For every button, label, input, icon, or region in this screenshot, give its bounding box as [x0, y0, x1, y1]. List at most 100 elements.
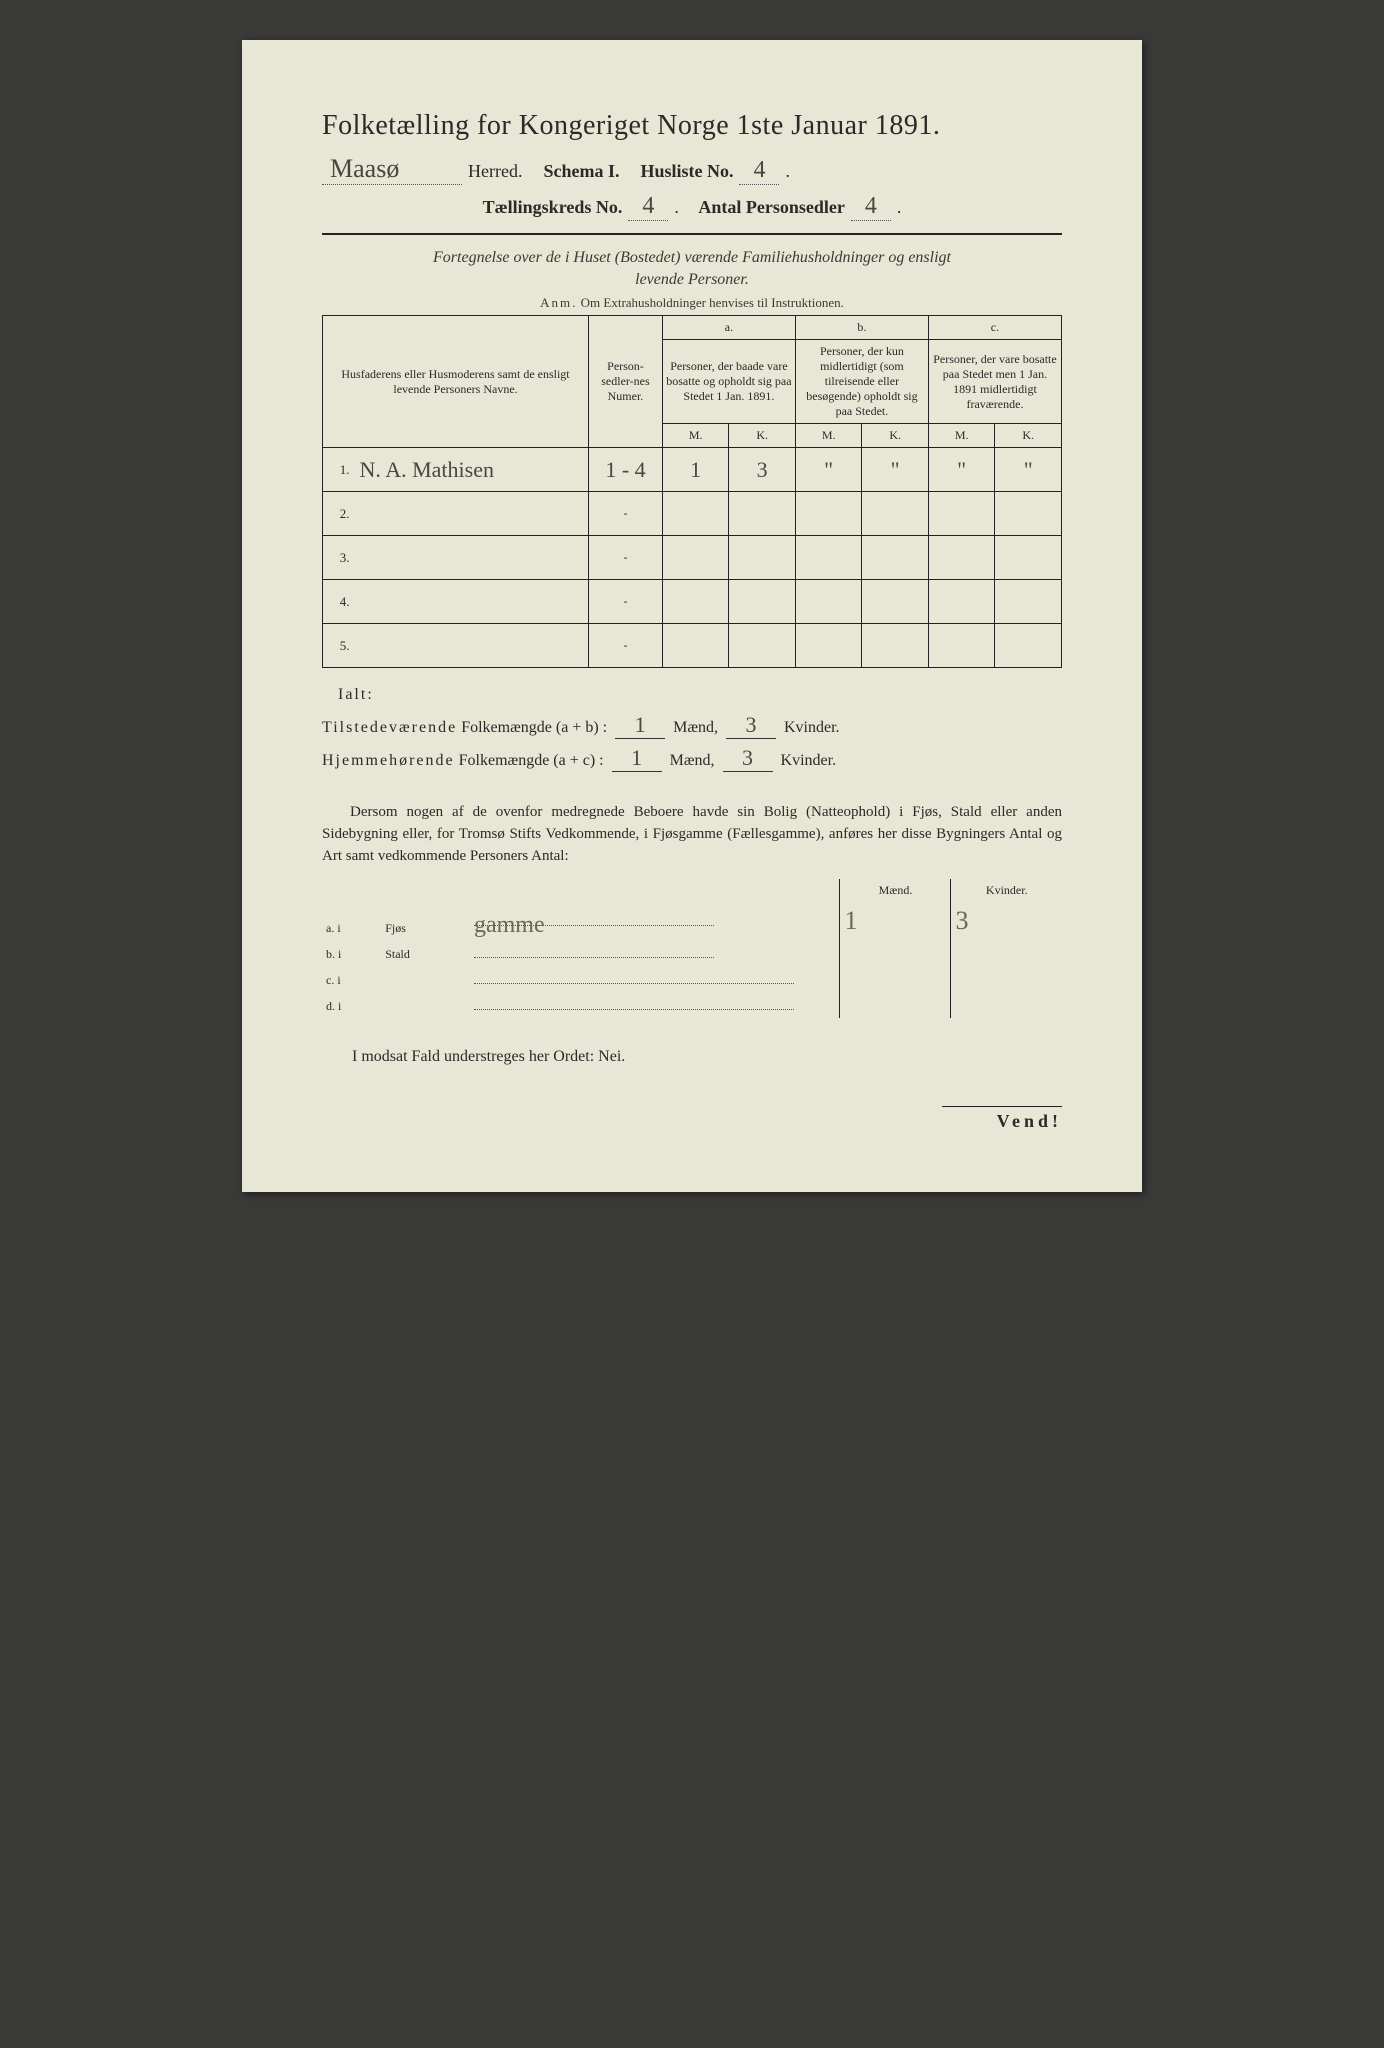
table-body: 1. N. A. Mathisen 1 - 4 1 3 " " " " 2. -	[323, 448, 1062, 668]
lower-row: d. i	[322, 992, 1062, 1018]
row-a-k: 3	[729, 448, 796, 492]
lower-kvinder-header: Kvinder.	[951, 879, 1062, 902]
antal-label: Antal Personsedler	[698, 197, 844, 218]
kvinder-label: Kvinder.	[784, 719, 840, 737]
lower-k	[951, 966, 1062, 992]
herred-label: Herred.	[468, 161, 522, 182]
lower-label: a. i	[322, 902, 381, 940]
tilstede-k: 3	[726, 712, 776, 739]
b-m: M.	[795, 424, 862, 448]
row-name	[356, 624, 589, 668]
table-head: Husfaderens eller Husmoderens samt de en…	[323, 316, 1062, 448]
col-c-label: c.	[928, 316, 1061, 340]
b-k: K.	[862, 424, 929, 448]
subheader-line2: levende Personer.	[322, 271, 1062, 289]
folk-label: Folkemængde	[461, 719, 552, 737]
row-num: 2.	[323, 492, 356, 536]
anm-text: Om Extrahusholdninger henvises til Instr…	[581, 295, 844, 310]
table-row: 4. -	[323, 580, 1062, 624]
row-a-m	[662, 624, 729, 668]
c-k: K.	[995, 424, 1062, 448]
subheader-line1: Fortegnelse over de i Huset (Bostedet) v…	[322, 249, 1062, 267]
row-c-k	[995, 536, 1062, 580]
lower-row: c. i	[322, 966, 1062, 992]
row-b-k	[862, 624, 929, 668]
ab-label: (a + b) :	[556, 719, 607, 737]
lower-k	[951, 992, 1062, 1018]
row-name: N. A. Mathisen	[356, 448, 589, 492]
husliste-no: 4	[739, 157, 779, 185]
row-a-m	[662, 536, 729, 580]
row-numer: -	[589, 492, 663, 536]
header-line-2: Tællingskreds No. 4. Antal Personsedler …	[322, 193, 1062, 221]
lower-k: 3	[951, 902, 1062, 940]
col-b-text: Personer, der kun midlertidigt (som tilr…	[795, 340, 928, 424]
col-c-text: Personer, der vare bosatte paa Stedet me…	[928, 340, 1061, 424]
hjemme-m: 1	[612, 745, 662, 772]
lower-m: 1	[840, 902, 951, 940]
lower-label: c. i	[322, 966, 381, 992]
a-m: M.	[662, 424, 729, 448]
row-numer: 1 - 4	[589, 448, 663, 492]
row-numer: -	[589, 624, 663, 668]
row-name	[356, 580, 589, 624]
row-a-k	[729, 492, 796, 536]
ialt-label: Ialt:	[338, 686, 1062, 704]
col-b-label: b.	[795, 316, 928, 340]
row-c-k	[995, 624, 1062, 668]
col-num-header: Person-sedler-nes Numer.	[589, 316, 663, 448]
row-numer: -	[589, 580, 663, 624]
lower-k	[951, 940, 1062, 966]
lower-table: Mænd. Kvinder. a. i Fjøs gamme 1 3 b. i …	[322, 879, 1062, 1018]
lower-maend-header: Mænd.	[840, 879, 951, 902]
row-name	[356, 492, 589, 536]
ac-label: (a + c) :	[553, 752, 603, 770]
vend-text: Vend!	[322, 1111, 1062, 1132]
row-num: 5.	[323, 624, 356, 668]
row-num: 1.	[323, 448, 356, 492]
tilstede-m: 1	[615, 712, 665, 739]
vend-rule	[942, 1106, 1062, 1107]
row-b-m	[795, 536, 862, 580]
anm-label: Anm.	[540, 295, 577, 310]
lower-hand-text: gamme	[474, 912, 545, 938]
c-m: M.	[928, 424, 995, 448]
lower-m	[840, 992, 951, 1018]
row-name	[356, 536, 589, 580]
lower-label: d. i	[322, 992, 381, 1018]
row-c-m	[928, 624, 995, 668]
row-num: 3.	[323, 536, 356, 580]
maend-label-2: Mænd,	[670, 752, 715, 770]
form-title: Folketælling for Kongeriget Norge 1ste J…	[322, 110, 1062, 142]
row-b-k	[862, 536, 929, 580]
row-c-k: "	[995, 448, 1062, 492]
folk-label-2: Folkemængde	[459, 752, 550, 770]
census-form-page: Folketælling for Kongeriget Norge 1ste J…	[242, 40, 1142, 1192]
row-b-k	[862, 580, 929, 624]
kreds-label: Tællingskreds No.	[483, 197, 623, 218]
a-k: K.	[729, 424, 796, 448]
row-c-m	[928, 580, 995, 624]
row-a-m	[662, 580, 729, 624]
tilstede-line: Tilstedeværende Folkemængde (a + b) : 1 …	[322, 712, 1062, 739]
paragraph-text: Dersom nogen af de ovenfor medregnede Be…	[322, 802, 1062, 867]
lower-type	[381, 992, 470, 1018]
row-c-k	[995, 580, 1062, 624]
lower-type: Stald	[381, 940, 470, 966]
hjemme-label: Hjemmehørende	[322, 752, 455, 770]
col-a-text: Personer, der baade vare bosatte og opho…	[662, 340, 795, 424]
row-b-m: "	[795, 448, 862, 492]
modsat-text: I modsat Fald understreges her Ordet: Ne…	[352, 1048, 1062, 1066]
row-a-k	[729, 536, 796, 580]
row-b-k: "	[862, 448, 929, 492]
lower-m	[840, 940, 951, 966]
row-a-m: 1	[662, 448, 729, 492]
table-row: 5. -	[323, 624, 1062, 668]
row-b-m	[795, 580, 862, 624]
tilstede-label: Tilstedeværende	[322, 719, 457, 737]
table-row: 3. -	[323, 536, 1062, 580]
lower-header-row: Mænd. Kvinder.	[322, 879, 1062, 902]
row-c-m	[928, 536, 995, 580]
lower-row: a. i Fjøs gamme 1 3	[322, 902, 1062, 940]
row-c-m	[928, 492, 995, 536]
